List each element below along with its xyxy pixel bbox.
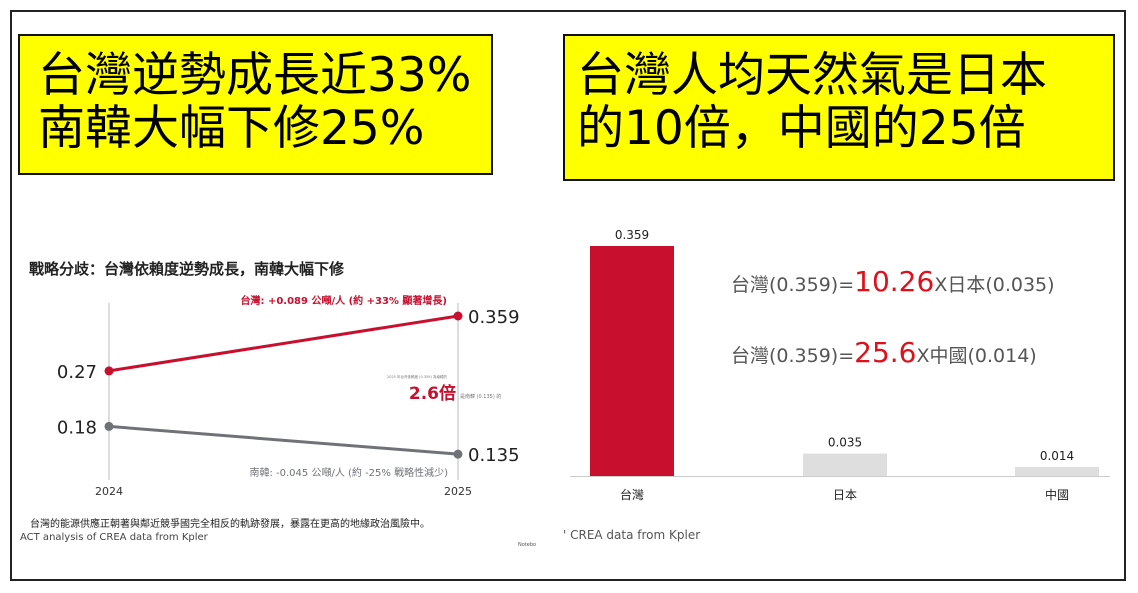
point-南韓-2025 bbox=[453, 449, 463, 459]
value-label-南韓-2025: 0.135 bbox=[468, 445, 520, 466]
headline-left: 台灣逆勢成長近33% 南韓大幅下修25% bbox=[18, 34, 493, 175]
series-line-台灣 bbox=[108, 314, 459, 373]
bar-台灣 bbox=[590, 246, 674, 476]
right-source: ' CREA data from Kpler bbox=[563, 528, 701, 542]
value-label-南韓-2024: 0.18 bbox=[57, 417, 97, 438]
notebo-logo: Notebo bbox=[518, 542, 537, 548]
bar-chart: 0.359 台灣 0.035 日本 0.014 中國 bbox=[570, 228, 1110, 502]
x-tick-2024: 2024 bbox=[95, 485, 123, 498]
headline-right-line2: 的10倍，中國的25倍 bbox=[577, 100, 1026, 156]
series-line-南韓 bbox=[108, 424, 459, 456]
comparison-1-factor: 10.26 bbox=[854, 265, 935, 298]
comparison-2-factor: 25.6 bbox=[854, 336, 917, 369]
bar-value-label-日本: 0.035 bbox=[828, 436, 862, 450]
point-南韓-2024 bbox=[104, 421, 114, 431]
annotation-taiwan: 台灣: +0.089 公噸/人 (約 +33% 顯著增長) bbox=[240, 294, 447, 307]
bar-category-label-中國: 中國 bbox=[1045, 487, 1069, 502]
headline-right-line1: 台灣人均天然氣是日本 bbox=[577, 48, 1047, 103]
left-footer-text: 台灣的能源供應正朝著與鄰近競爭國完全相反的軌跡發展，暴露在更高的地緣政治風險中。 bbox=[30, 519, 430, 530]
comparison-2-suffix: X中國(0.014) bbox=[916, 345, 1037, 367]
outer-frame bbox=[10, 10, 1126, 581]
bar-日本 bbox=[803, 453, 887, 476]
headline-left-line1: 台灣逆勢成長近33% bbox=[38, 48, 472, 103]
headline-right: 台灣人均天然氣是日本 的10倍，中國的25倍 bbox=[563, 34, 1115, 181]
line-chart-series bbox=[104, 311, 463, 459]
line-chart-labels: 2024 2025 0.27 0.359 0.18 0.135 台灣: +0.089 公噸/… bbox=[57, 294, 520, 498]
x-tick-2025: 2025 bbox=[444, 485, 472, 498]
line-chart-title: 戰略分歧：台灣依賴度逆勢成長，南韓大幅下修 bbox=[29, 260, 345, 278]
headline-left-line2: 南韓大幅下修25% bbox=[38, 100, 425, 156]
value-label-台灣-2025: 0.359 bbox=[468, 307, 520, 328]
annotation-korea: 南韓: -0.045 公噸/人 (約 -25% 戰略性減少) bbox=[249, 466, 448, 479]
line-chart-guides bbox=[108, 303, 459, 480]
bar-中國 bbox=[1015, 467, 1099, 476]
callout-big: 2.6倍 bbox=[409, 383, 456, 404]
bar-value-label-中國: 0.014 bbox=[1040, 449, 1074, 463]
comparison-1-suffix: X日本(0.035) bbox=[934, 274, 1055, 296]
comparison-2: 台灣(0.359)=25.6X中國(0.014) bbox=[731, 336, 1037, 369]
bar-value-label-台灣: 0.359 bbox=[615, 228, 649, 242]
comparison-1-prefix: 台灣(0.359)= bbox=[731, 274, 855, 296]
left-source: ACT analysis of CREA data from Kpler bbox=[20, 532, 208, 543]
line-chart: 2024 2025 0.27 0.359 0.18 0.135 台灣: +0.089 公噸/… bbox=[57, 294, 520, 498]
callout-small-side: 是南韓 (0.135) 的 bbox=[460, 393, 501, 400]
bar-category-label-日本: 日本 bbox=[833, 488, 857, 502]
comparison-1: 台灣(0.359)=10.26X日本(0.035) bbox=[731, 265, 1055, 298]
value-label-台灣-2024: 0.27 bbox=[57, 362, 97, 383]
point-台灣-2025 bbox=[453, 311, 463, 321]
comparison-2-prefix: 台灣(0.359)= bbox=[731, 345, 855, 367]
callout-small-top: 2025 年台灣依賴度 (0.359) 為南韓的 bbox=[387, 374, 447, 379]
point-台灣-2024 bbox=[104, 366, 114, 376]
bar-category-label-台灣: 台灣 bbox=[620, 487, 644, 502]
